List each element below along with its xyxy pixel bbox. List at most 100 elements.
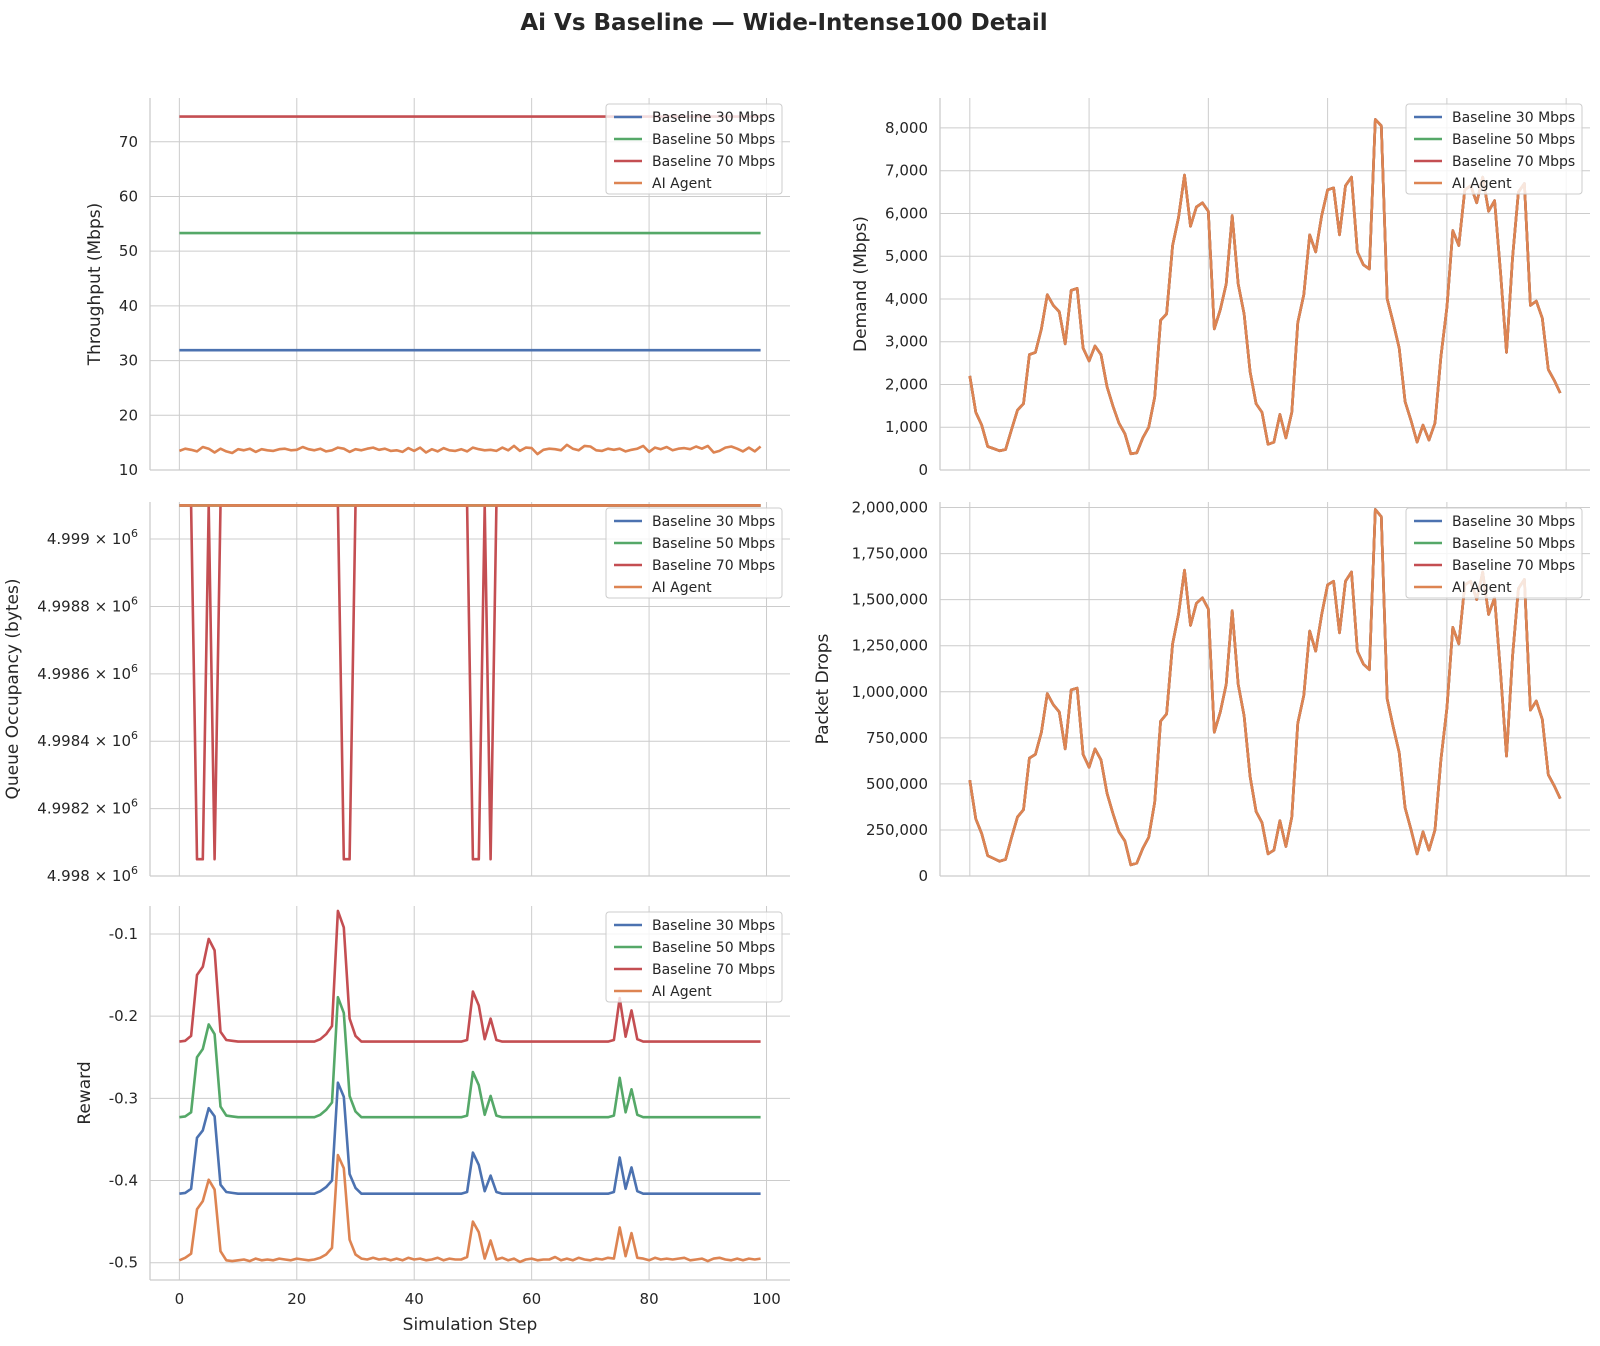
y-tick-label: 4.9982 × 106: [37, 797, 138, 818]
y-tick-label: 4.999 × 106: [47, 527, 138, 548]
y-tick-label: 4,000: [885, 290, 928, 308]
y-tick-label: 1,750,000: [852, 545, 928, 563]
y-tick-label: 7,000: [885, 162, 928, 180]
legend-entry: Baseline 50 Mbps: [1452, 132, 1575, 148]
y-axis-label: Throughput (Mbps): [85, 203, 105, 367]
legend-entry: Baseline 70 Mbps: [1452, 558, 1575, 574]
series-line-ai-agent: [968, 118, 1562, 456]
y-tick-label: 30: [119, 352, 138, 370]
legend-box: [1405, 103, 1583, 195]
legend-entry: Baseline 30 Mbps: [652, 514, 775, 530]
y-tick-label: 750,000: [866, 729, 928, 747]
y-tick-exponent: 6: [131, 594, 138, 607]
legend-entry: Baseline 50 Mbps: [652, 536, 775, 552]
y-tick-label: 60: [119, 187, 138, 205]
legend-entry: Baseline 30 Mbps: [1452, 110, 1575, 126]
legend-entry: Baseline 30 Mbps: [652, 110, 775, 126]
y-tick-label: 1,250,000: [852, 637, 928, 655]
y-tick-base: × 10: [95, 530, 131, 548]
legend-entry: Baseline 50 Mbps: [652, 940, 775, 956]
y-tick-exponent: 6: [131, 864, 138, 877]
y-tick-exponent: 6: [131, 797, 138, 810]
y-tick-label: 250,000: [866, 821, 928, 839]
legend-box: [605, 103, 783, 195]
series-line-ai-agent: [178, 443, 762, 456]
x-tick-label: 40: [405, 1290, 424, 1308]
y-tick-base: × 10: [95, 867, 131, 885]
legend-entry: AI Agent: [652, 984, 712, 1000]
figure-title: Ai Vs Baseline — Wide-Intense100 Detail: [520, 10, 1047, 36]
y-tick-mantissa: 4.9984: [37, 732, 94, 750]
series-line-ai-agent: [968, 508, 1562, 867]
legend-entry: Baseline 70 Mbps: [652, 558, 775, 574]
y-tick-mantissa: 4.999: [47, 530, 95, 548]
legend-box: [1405, 507, 1583, 599]
y-tick-exponent: 6: [131, 729, 138, 742]
y-tick-label: -0.2: [109, 1007, 138, 1025]
legend-entry: AI Agent: [652, 176, 712, 192]
y-tick-label: 2,000,000: [852, 499, 928, 517]
legend-entry: AI Agent: [652, 580, 712, 596]
y-tick-label: 2,000: [885, 375, 928, 393]
y-tick-exponent: 6: [131, 662, 138, 675]
y-axis-label: Packet Drops: [813, 633, 833, 744]
y-tick-label: 1,500,000: [852, 591, 928, 609]
y-tick-label: 4.9988 × 106: [37, 594, 138, 615]
y-tick-label: 10: [119, 461, 138, 479]
y-tick-label: 5,000: [885, 247, 928, 265]
legend-box: [605, 507, 783, 599]
panel-demand: 0 1,000 2,000 3,000 4,000 5,000 6,000 7,000 8,00…: [851, 98, 1590, 479]
series-line-baseline-30-mbps: [179, 1081, 761, 1195]
y-tick-mantissa: 4.9986: [37, 665, 94, 683]
y-tick-mantissa: 4.998: [47, 867, 95, 885]
legend-entry: Baseline 70 Mbps: [652, 154, 775, 170]
panel-drops: 0 250,000 500,000 750,000 1,000,000 1,250,000…: [813, 499, 1590, 885]
x-tick-label: 20: [287, 1290, 306, 1308]
y-tick-base: × 10: [95, 800, 131, 818]
legend-box: [605, 911, 783, 1003]
y-tick-label: 4.9984 × 106: [37, 729, 138, 750]
legend-entry: AI Agent: [1452, 176, 1512, 192]
series-line-baseline-70-mbps: [179, 909, 761, 1043]
y-tick-label: -0.5: [109, 1254, 138, 1272]
y-tick-label: -0.4: [109, 1172, 138, 1190]
y-tick-label: 8,000: [885, 119, 928, 137]
y-tick-label: 70: [119, 133, 138, 151]
legend: Baseline 30 Mbps Baseline 50 Mbps Baseline…: [1405, 103, 1583, 195]
y-tick-base: × 10: [95, 732, 131, 750]
y-tick-mantissa: 4.9988: [37, 597, 94, 615]
y-tick-base: × 10: [95, 597, 131, 615]
legend: Baseline 30 Mbps Baseline 50 Mbps Baseline…: [605, 507, 783, 599]
y-tick-label: 3,000: [885, 333, 928, 351]
legend: Baseline 30 Mbps Baseline 50 Mbps Baseline…: [605, 911, 783, 1003]
x-axis-label: Simulation Step: [403, 1315, 538, 1335]
panel-reward: -0.5 -0.4 -0.3 -0.2 -0.1 0 20 40 60 80 100 Reward Si…: [75, 906, 790, 1335]
y-tick-label: 6,000: [885, 204, 928, 222]
panel-throughput: 10 20 30 40 50 60 70 Throughput (Mbps) Baseline …: [85, 98, 790, 479]
legend: Baseline 30 Mbps Baseline 50 Mbps Baseline…: [1405, 507, 1583, 599]
y-tick-exponent: 6: [131, 527, 138, 540]
legend-entry: Baseline 50 Mbps: [652, 132, 775, 148]
y-tick-label: -0.1: [109, 925, 138, 943]
y-axis-label: Reward: [75, 1061, 95, 1124]
y-tick-base: × 10: [95, 665, 131, 683]
series-line-ai-agent: [178, 1153, 761, 1264]
y-tick-label: 0: [918, 867, 928, 885]
legend-entry: Baseline 30 Mbps: [652, 918, 775, 934]
y-axis-label: Queue Occupancy (bytes): [3, 579, 23, 800]
y-tick-label: 500,000: [866, 775, 928, 793]
legend-entry: Baseline 70 Mbps: [652, 962, 775, 978]
legend-entry: Baseline 50 Mbps: [1452, 536, 1575, 552]
legend-entry: Baseline 30 Mbps: [1452, 514, 1575, 530]
y-axis-label: Demand (Mbps): [851, 216, 871, 352]
x-tick-label: 100: [752, 1290, 781, 1308]
y-tick-mantissa: 4.9982: [37, 800, 94, 818]
y-tick-label: 4.9986 × 106: [37, 662, 138, 683]
x-tick-label: 60: [522, 1290, 541, 1308]
y-tick-label: 4.998 × 106: [47, 864, 138, 885]
y-tick-label: 20: [119, 406, 138, 424]
y-tick-label: 1,000: [885, 418, 928, 436]
y-tick-label: 0: [918, 461, 928, 479]
